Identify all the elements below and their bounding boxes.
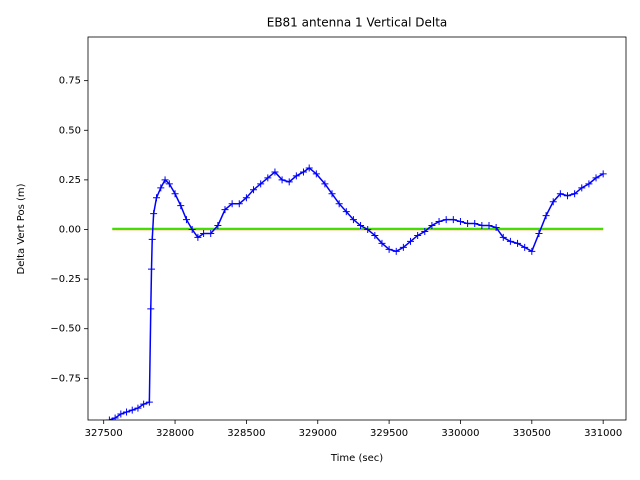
x-tick-label: 331000 (584, 428, 622, 439)
x-tick-label: 330000 (441, 428, 479, 439)
marker (321, 180, 329, 188)
marker (157, 184, 165, 192)
marker (292, 172, 300, 180)
marker (578, 184, 586, 192)
marker (188, 225, 196, 233)
marker (549, 198, 557, 206)
marker (357, 222, 365, 230)
marker (399, 243, 407, 251)
marker (456, 218, 464, 226)
marker (200, 229, 208, 237)
marker (421, 227, 429, 235)
x-tick-label: 330500 (513, 428, 551, 439)
y-axis-label: Delta Vert Pos (m) (16, 183, 27, 274)
marker (128, 406, 136, 414)
chart-title: EB81 antenna 1 Vertical Delta (267, 16, 448, 30)
marker (471, 220, 479, 228)
marker (278, 176, 286, 184)
marker (117, 410, 125, 418)
y-tick-label: −0.75 (50, 373, 81, 384)
x-tick-label: 329000 (299, 428, 337, 439)
y-tick-label: 0.75 (59, 76, 81, 87)
y-tick-label: 0.50 (59, 125, 81, 136)
marker (177, 202, 185, 210)
marker (285, 178, 293, 186)
marker (207, 229, 215, 237)
y-tick-label: −0.25 (50, 274, 81, 285)
x-axis-label: Time (sec) (330, 453, 383, 464)
marker (521, 243, 529, 251)
marker (528, 247, 536, 255)
marker (145, 398, 153, 406)
marker (485, 222, 493, 230)
marker (305, 164, 313, 172)
marker (165, 180, 173, 188)
marker (147, 305, 155, 313)
marker (111, 414, 119, 420)
marker (235, 200, 243, 208)
marker (194, 233, 202, 241)
marker (592, 174, 600, 182)
marker (378, 239, 386, 247)
x-tick-label: 329500 (370, 428, 408, 439)
marker (499, 233, 507, 241)
marker (242, 194, 250, 202)
marker (563, 192, 571, 200)
marker (392, 247, 400, 255)
marker (535, 229, 543, 237)
marker (449, 216, 457, 224)
marker (161, 176, 169, 184)
marker (182, 216, 190, 224)
marker (364, 225, 372, 233)
marker (442, 216, 450, 224)
marker (414, 231, 422, 239)
marker (140, 400, 148, 408)
marker (335, 200, 343, 208)
marker (152, 194, 160, 202)
plot-frame (87, 36, 627, 421)
marker (250, 186, 258, 194)
marker (328, 190, 336, 198)
marker (542, 212, 550, 220)
y-tick-label: 0.25 (59, 175, 81, 186)
marker (123, 408, 131, 416)
marker (150, 210, 158, 218)
marker (148, 235, 156, 243)
marker (271, 168, 279, 176)
marker (299, 168, 307, 176)
x-tick-label: 328000 (156, 428, 194, 439)
marker (407, 237, 415, 245)
marker (349, 216, 357, 224)
x-tick-label: 327500 (85, 428, 123, 439)
marker (514, 239, 522, 247)
marker (214, 222, 222, 230)
marker (478, 222, 486, 230)
marker (464, 220, 472, 228)
marker (599, 170, 607, 178)
y-tick-label: 0.00 (59, 224, 81, 235)
marker (492, 224, 500, 232)
marker (385, 245, 393, 253)
marker (312, 170, 320, 178)
marker (571, 190, 579, 198)
marker (585, 180, 593, 188)
marker (171, 190, 179, 198)
marker (257, 180, 265, 188)
marker (105, 416, 113, 420)
marker (556, 190, 564, 198)
marker (264, 174, 272, 182)
marker (228, 200, 236, 208)
y-tick-label: −0.50 (50, 324, 81, 335)
marker (506, 237, 514, 245)
marker (435, 218, 443, 226)
marker (134, 404, 142, 412)
x-tick-label: 328500 (227, 428, 265, 439)
marker (428, 222, 436, 230)
marker (342, 208, 350, 216)
marker (371, 231, 379, 239)
marker (221, 206, 229, 214)
marker (148, 265, 156, 273)
